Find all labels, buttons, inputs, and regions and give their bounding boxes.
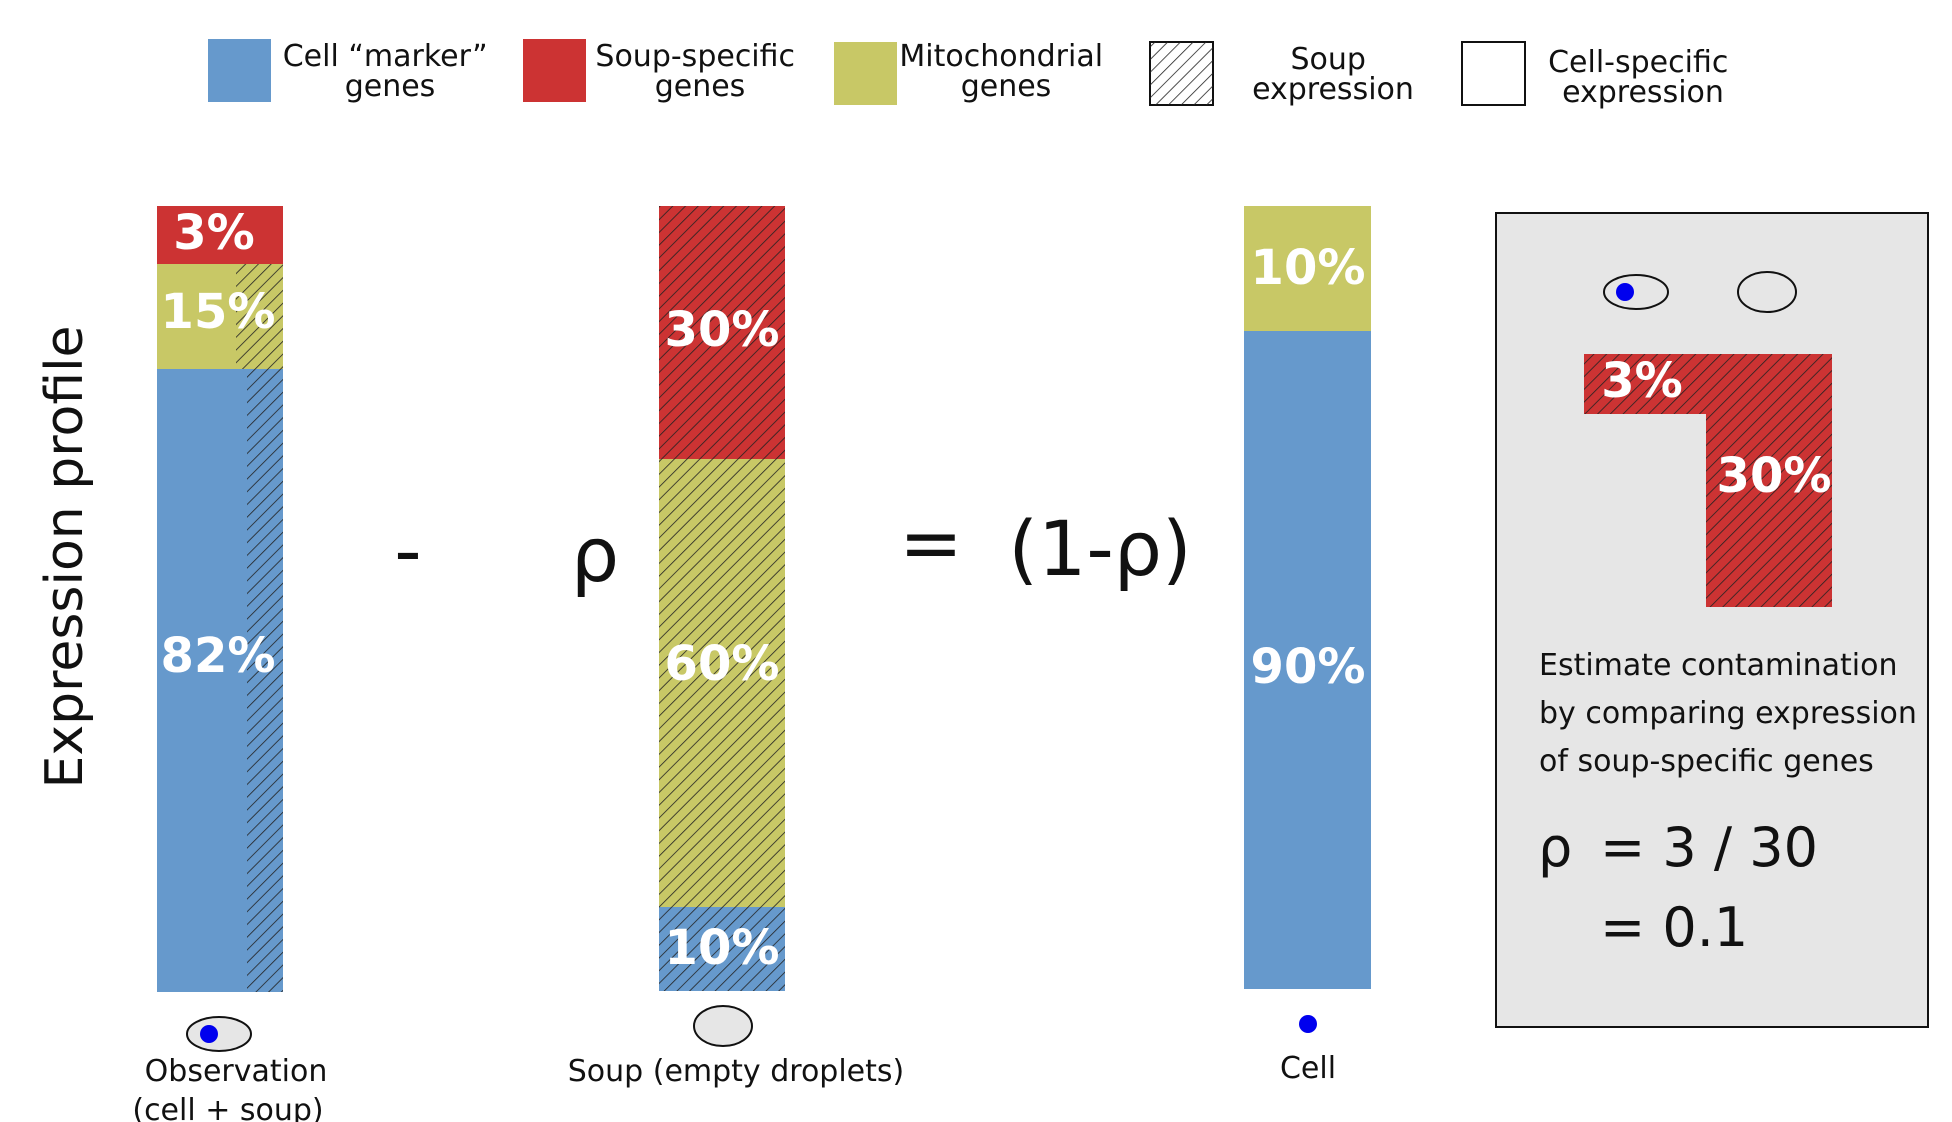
obs-label-mito: 15%	[161, 284, 276, 340]
panel-description-line1: Estimate contamination	[1539, 648, 1897, 683]
legend-label-cell-marker: Cell “marker” genes	[283, 39, 498, 104]
observation-caption-line2: (cell + soup)	[132, 1093, 323, 1122]
estimate-panel: 3% 30% Estimate contamination by compari…	[1495, 212, 1929, 1028]
panel-formula-line1: = 3 / 30	[1600, 816, 1818, 879]
panel-obs-soup-specific-hatch	[1584, 354, 1707, 414]
legend-label-soup-expression: Soup expression	[1252, 42, 1414, 107]
legend-swatch-cell-specific	[1461, 41, 1526, 106]
droplet-with-cell-icon	[186, 1016, 252, 1052]
soup-label-marker: 10%	[665, 920, 780, 976]
soup-caption: Soup (empty droplets)	[568, 1054, 904, 1089]
legend-label-soup-specific-line2: genes	[655, 69, 746, 104]
legend-label-cell-specific-line2: expression	[1562, 75, 1724, 110]
panel-description-line3: of soup-specific genes	[1539, 744, 1874, 779]
panel-cell-dot-icon	[1616, 283, 1634, 301]
obs-segment-marker-soup-hatch	[247, 369, 283, 992]
panel-soup-specific-hatch	[1706, 354, 1832, 607]
rho-operator: ρ	[571, 510, 619, 599]
obs-label-marker: 82%	[161, 628, 276, 684]
panel-droplet-with-cell-icon	[1603, 274, 1669, 310]
legend-swatch-cell-marker	[208, 39, 271, 102]
minus-operator: -	[394, 506, 421, 595]
panel-formula-rho: ρ	[1538, 816, 1572, 879]
soup-bar-hatch	[659, 206, 785, 991]
cell-icon	[1299, 1015, 1317, 1033]
one-minus-rho-operator: (1-ρ)	[1008, 504, 1191, 593]
observation-bar: 3% 15% 82%	[157, 205, 283, 992]
empty-droplet-icon	[693, 1005, 753, 1047]
legend: Cell “marker” genes Soup-specific genes …	[208, 39, 1738, 110]
legend-swatch-mitochondrial	[834, 42, 897, 105]
legend-label-soup-expression-line2: expression	[1252, 72, 1414, 107]
estimate-panel-background	[1495, 212, 1929, 1028]
cell-bar: 10% 90%	[1244, 206, 1371, 989]
legend-label-soup-specific-line1: Soup-specific	[595, 39, 795, 74]
panel-description-line2: by comparing expression	[1539, 696, 1917, 731]
legend-label-cell-marker-line1: Cell “marker”	[283, 39, 488, 74]
legend-label-soup-specific: Soup-specific genes	[595, 39, 804, 104]
soup-label-mito: 60%	[665, 636, 780, 692]
cell-label-marker: 90%	[1251, 639, 1366, 695]
equals-operator: =	[899, 498, 963, 587]
cell-label-mito: 10%	[1251, 240, 1366, 296]
legend-swatch-soup-expression-hatch	[1150, 42, 1213, 105]
legend-label-cell-marker-line2: genes	[345, 69, 436, 104]
obs-segment-soup-specific	[157, 206, 283, 264]
legend-label-cell-specific: Cell-specific expression	[1548, 45, 1738, 110]
legend-swatch-soup-specific	[523, 39, 586, 102]
legend-label-mitochondrial-line1: Mitochondrial	[899, 39, 1103, 74]
obs-segment-mito-soup-hatch	[236, 264, 283, 369]
legend-label-mitochondrial: Mitochondrial genes	[899, 39, 1112, 104]
legend-label-mitochondrial-line2: genes	[961, 69, 1052, 104]
soup-bar: 30% 60% 10%	[659, 206, 785, 991]
legend-label-soup-expression-line1: Soup	[1290, 42, 1365, 77]
soup-label-soup-specific: 30%	[665, 302, 780, 358]
cell-segment-marker	[1244, 331, 1371, 989]
observation-caption-line1: Observation	[145, 1054, 328, 1089]
cell-caption: Cell	[1280, 1051, 1336, 1086]
y-axis-title: Expression profile	[35, 325, 95, 788]
panel-obs-pct: 3%	[1601, 353, 1683, 409]
panel-soup-pct: 30%	[1717, 448, 1832, 504]
panel-formula-line2: = 0.1	[1600, 896, 1748, 959]
legend-label-cell-specific-line1: Cell-specific	[1548, 45, 1728, 80]
cell-segment-mito	[1244, 206, 1371, 331]
panel-empty-droplet-icon	[1737, 271, 1797, 313]
cell-dot-icon	[200, 1025, 218, 1043]
obs-label-soup-specific: 3%	[173, 205, 255, 261]
